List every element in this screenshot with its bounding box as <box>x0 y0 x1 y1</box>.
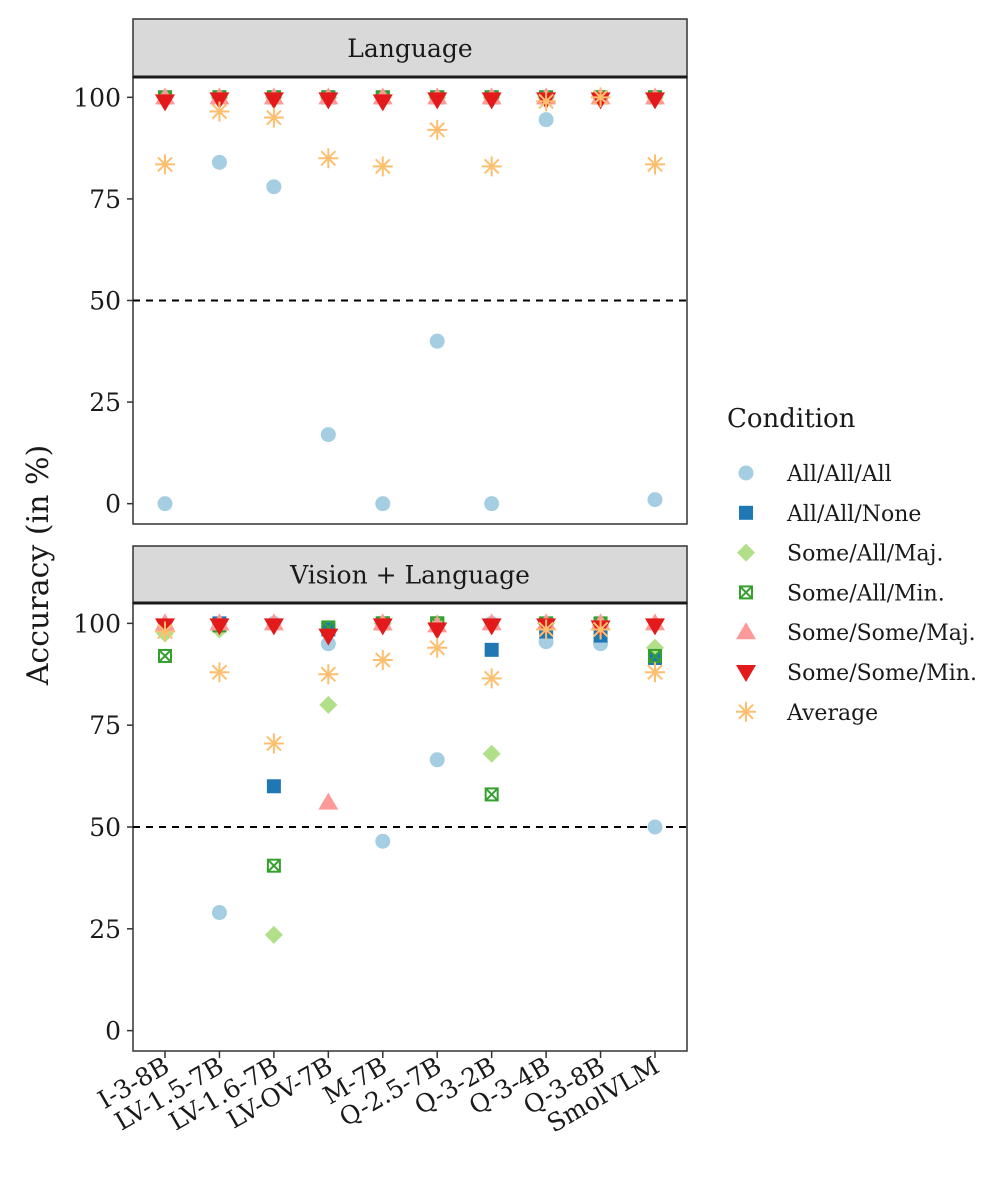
point-some-some-min-lv-ov-7b <box>318 628 339 646</box>
point-all-all-all-i-3-8b <box>157 496 173 512</box>
y-tick-label: 0 <box>105 1017 121 1046</box>
point-average-q-3-4b <box>536 91 557 112</box>
point-average-lv-1-6-7b <box>263 733 284 754</box>
facet-title: Language <box>347 34 472 63</box>
point-all-all-none-lv-1-6-7b <box>266 779 281 794</box>
point-some-some-maj-lv-ov-7b <box>318 792 339 810</box>
point-average-m-7b <box>372 156 393 177</box>
point-some-all-maj-q-3-2b <box>482 744 501 763</box>
point-average-smolvlm <box>645 662 665 683</box>
y-tick-label: 50 <box>89 287 121 316</box>
point-some-some-min-lv-1-5-7b <box>209 618 230 636</box>
point-average-lv-1-6-7b <box>263 107 284 128</box>
point-all-all-all-q-2-5-7b <box>429 752 445 768</box>
point-some-all-min-q-3-2b <box>484 787 499 802</box>
point-some-some-min-lv-1-6-7b <box>263 92 284 110</box>
y-tick-label: 75 <box>89 711 121 740</box>
point-some-some-min-lv-1-6-7b <box>263 618 284 636</box>
facet-strip <box>132 545 688 604</box>
legend: Condition All/All/All All/All/None Some/All… <box>727 404 977 726</box>
point-some-some-min-q-2-5-7b <box>427 92 448 110</box>
point-average-m-7b <box>372 650 393 671</box>
point-some-all-min-smolvlm <box>648 648 662 663</box>
y-tick-label: 50 <box>89 813 121 842</box>
point-all-all-all-lv-1-5-7b <box>211 905 227 921</box>
legend-title: Condition <box>727 404 856 434</box>
legend-label: Some/Some/Maj. <box>787 621 976 646</box>
point-all-all-all-smolvlm <box>647 492 663 508</box>
legend-label: All/All/All <box>786 462 892 487</box>
point-all-all-all-lv-ov-7b <box>320 427 336 443</box>
y-tick-label: 75 <box>89 185 121 214</box>
y-tick-label: 25 <box>89 388 121 417</box>
panel-language: Language 0 25 50 75 100 <box>73 18 688 525</box>
legend-key-average <box>736 701 756 722</box>
legend-key-some-all-min <box>739 585 753 600</box>
point-some-some-min-smolvlm <box>645 618 665 636</box>
point-average-lv-ov-7b <box>318 148 339 169</box>
facet-title: Vision + Language <box>289 561 530 590</box>
y-tick-label: 100 <box>73 609 121 638</box>
legend-key-some-all-maj <box>737 543 755 562</box>
point-average-i-3-8b <box>155 154 175 175</box>
point-all-all-all-q-3-4b <box>538 112 554 128</box>
point-average-q-3-8b <box>590 619 611 640</box>
y-tick-label: 25 <box>89 915 121 944</box>
point-all-all-all-q-3-2b <box>484 496 500 512</box>
y-tick-label: 100 <box>73 83 121 112</box>
point-some-some-min-q-3-2b <box>481 618 502 636</box>
point-average-q-2-5-7b <box>427 637 448 658</box>
legend-label: Some/Some/Min. <box>787 661 977 686</box>
y-tick-label: 0 <box>105 490 121 519</box>
point-all-all-all-q-2-5-7b <box>429 333 445 349</box>
point-average-q-3-4b <box>536 619 557 640</box>
legend-key-some-some-maj <box>736 622 756 640</box>
point-average-i-3-8b <box>155 621 175 642</box>
point-some-some-min-q-3-2b <box>481 92 502 110</box>
point-all-all-none-q-3-2b <box>484 642 499 657</box>
point-some-all-min-lv-1-6-7b <box>266 858 281 873</box>
point-all-all-all-m-7b <box>375 496 391 512</box>
legend-key-all-all-all <box>738 465 754 481</box>
legend-key-all-all-none <box>739 505 753 520</box>
legend-label: Some/All/Maj. <box>787 542 943 567</box>
legend-label: Some/All/Min. <box>787 581 945 606</box>
point-average-smolvlm <box>645 154 665 175</box>
point-some-some-min-lv-ov-7b <box>318 92 339 110</box>
facet-strip <box>132 18 688 78</box>
legend-label: Average <box>786 701 878 726</box>
point-average-q-3-2b <box>481 156 502 177</box>
panel-vision-language: Vision + Language 0 25 50 75 100 <box>73 545 688 1052</box>
point-some-all-maj-lv-ov-7b <box>319 695 338 714</box>
point-all-all-all-lv-1-5-7b <box>211 154 227 170</box>
legend-key-some-some-min <box>736 665 756 682</box>
point-some-some-min-m-7b <box>372 618 393 636</box>
point-average-q-3-8b <box>590 87 611 108</box>
point-all-all-all-lv-1-6-7b <box>266 179 282 195</box>
point-some-all-min-i-3-8b <box>158 648 172 663</box>
point-some-all-maj-lv-1-6-7b <box>264 925 283 944</box>
point-average-lv-1-5-7b <box>209 101 230 122</box>
point-all-all-all-m-7b <box>375 833 391 849</box>
point-average-q-3-2b <box>481 668 502 689</box>
point-average-lv-ov-7b <box>318 664 339 685</box>
point-some-some-min-i-3-8b <box>155 94 175 112</box>
point-some-some-min-m-7b <box>372 94 393 112</box>
legend-label: All/All/None <box>786 502 921 527</box>
point-some-some-min-smolvlm <box>645 92 665 110</box>
y-axis-title: Accuracy (in %) <box>21 445 56 686</box>
point-some-some-min-q-2-5-7b <box>427 622 448 640</box>
point-some-some-min-lv-1-5-7b <box>209 92 230 110</box>
point-all-all-all-smolvlm <box>647 819 663 835</box>
point-average-lv-1-5-7b <box>209 662 230 683</box>
point-average-q-2-5-7b <box>427 119 448 140</box>
